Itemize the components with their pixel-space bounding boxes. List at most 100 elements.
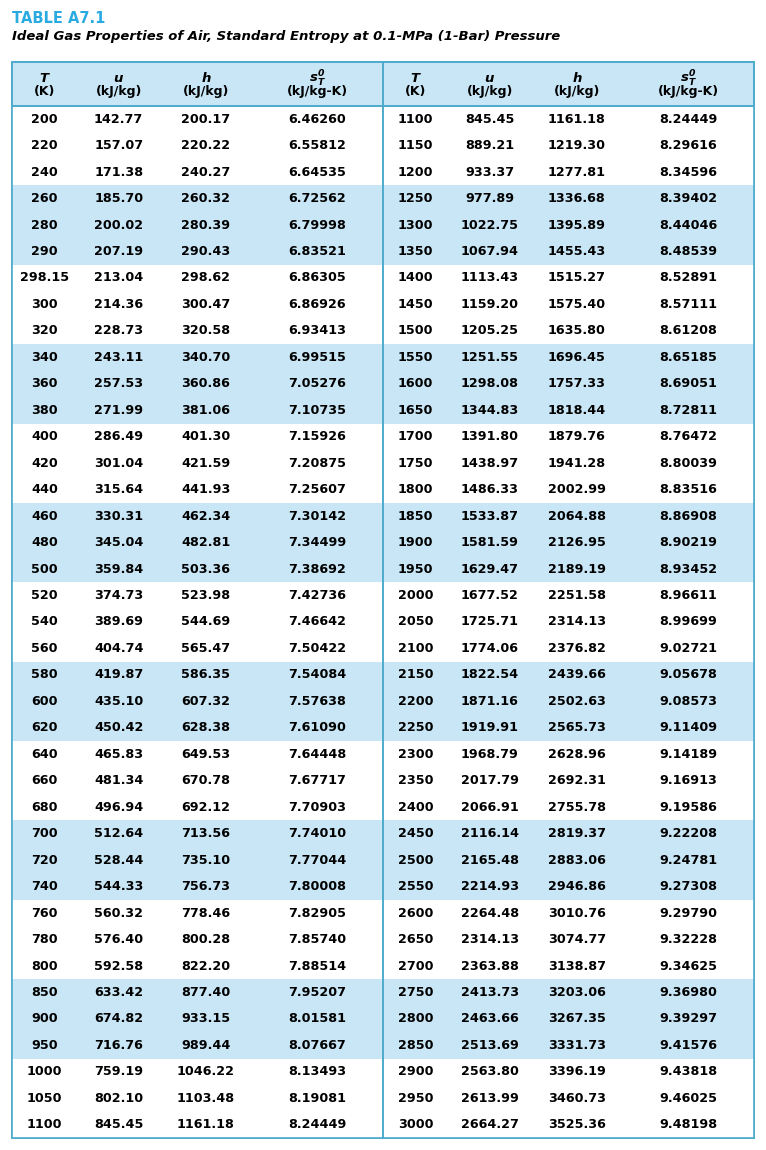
Text: 2363.88: 2363.88 — [460, 959, 519, 973]
Text: 2439.66: 2439.66 — [548, 668, 606, 682]
Text: 2502.63: 2502.63 — [548, 695, 606, 708]
Text: 7.88514: 7.88514 — [288, 959, 346, 973]
Text: 2950: 2950 — [398, 1091, 434, 1105]
Bar — [12, 661, 383, 688]
Text: 7.05276: 7.05276 — [288, 377, 346, 390]
Text: 315.64: 315.64 — [94, 483, 143, 496]
Text: 290: 290 — [31, 245, 57, 258]
Text: 2664.27: 2664.27 — [460, 1118, 519, 1132]
Text: 2463.66: 2463.66 — [461, 1012, 519, 1026]
Text: 6.64535: 6.64535 — [288, 166, 346, 178]
Text: 359.84: 359.84 — [94, 562, 143, 576]
Text: 1600: 1600 — [398, 377, 433, 390]
Text: 2800: 2800 — [398, 1012, 434, 1026]
Text: 1219.30: 1219.30 — [548, 139, 606, 152]
Text: 607.32: 607.32 — [182, 695, 231, 708]
Text: 213.04: 213.04 — [94, 271, 143, 284]
Text: 2064.88: 2064.88 — [548, 509, 606, 522]
Bar — [12, 793, 383, 820]
Text: 6.79998: 6.79998 — [288, 218, 346, 231]
Text: 540: 540 — [31, 615, 58, 629]
Text: 2600: 2600 — [398, 906, 433, 920]
Text: 481.34: 481.34 — [94, 774, 143, 788]
Text: 889.21: 889.21 — [465, 139, 514, 152]
Bar — [383, 555, 754, 582]
Text: 2066.91: 2066.91 — [461, 800, 519, 814]
Text: 7.20875: 7.20875 — [288, 457, 346, 469]
Text: 214.36: 214.36 — [94, 298, 143, 311]
Text: 1550: 1550 — [398, 351, 434, 363]
Text: 1700: 1700 — [398, 430, 434, 443]
Text: 674.82: 674.82 — [94, 1012, 143, 1026]
Text: 7.95207: 7.95207 — [288, 986, 346, 999]
Text: (kJ/kg-K): (kJ/kg-K) — [286, 85, 348, 99]
Bar — [383, 1086, 754, 1112]
Text: 1900: 1900 — [398, 536, 434, 549]
Text: 8.19081: 8.19081 — [288, 1091, 346, 1105]
Text: (kJ/kg): (kJ/kg) — [466, 85, 513, 99]
Bar — [12, 264, 383, 291]
Text: 528.44: 528.44 — [94, 853, 143, 867]
Text: 1300: 1300 — [398, 218, 434, 231]
Text: 8.76472: 8.76472 — [660, 430, 717, 443]
Text: 7.42736: 7.42736 — [288, 589, 346, 603]
Text: 2150: 2150 — [398, 668, 434, 682]
Bar — [12, 846, 383, 873]
Text: 2165.48: 2165.48 — [460, 853, 519, 867]
Bar — [12, 741, 383, 767]
Bar — [12, 582, 383, 608]
Bar — [12, 238, 383, 264]
Text: 950: 950 — [31, 1038, 57, 1052]
Text: 3396.19: 3396.19 — [548, 1065, 606, 1079]
Text: 1635.80: 1635.80 — [548, 324, 606, 337]
Text: 700: 700 — [31, 827, 57, 841]
Text: 8.57111: 8.57111 — [660, 298, 717, 311]
Text: 441.93: 441.93 — [182, 483, 231, 496]
Text: 2200: 2200 — [398, 695, 434, 708]
Text: 1650: 1650 — [398, 404, 433, 416]
Text: 1100: 1100 — [398, 113, 434, 125]
Text: 2500: 2500 — [398, 853, 434, 867]
Bar — [12, 503, 383, 529]
Text: 877.40: 877.40 — [182, 986, 231, 999]
Bar — [383, 688, 754, 714]
Text: 9.39297: 9.39297 — [660, 1012, 717, 1026]
Text: 9.46025: 9.46025 — [660, 1091, 717, 1105]
Text: 300.47: 300.47 — [182, 298, 231, 311]
Bar — [383, 741, 754, 767]
Text: 520: 520 — [31, 589, 57, 603]
Text: 1515.27: 1515.27 — [548, 271, 606, 284]
Text: 756.73: 756.73 — [182, 880, 231, 894]
Bar — [12, 317, 383, 344]
Text: 2126.95: 2126.95 — [548, 536, 606, 549]
Text: 157.07: 157.07 — [94, 139, 143, 152]
Bar — [383, 767, 754, 794]
Text: 220.22: 220.22 — [182, 139, 231, 152]
Bar — [383, 952, 754, 980]
Text: 9.27308: 9.27308 — [660, 880, 717, 894]
Text: 989.44: 989.44 — [182, 1038, 231, 1052]
Text: 301.04: 301.04 — [94, 457, 143, 469]
Text: 9.36980: 9.36980 — [660, 986, 717, 999]
Bar — [12, 980, 383, 1006]
Text: 580: 580 — [31, 668, 57, 682]
Text: 649.53: 649.53 — [182, 748, 231, 761]
Text: 8.44046: 8.44046 — [659, 218, 717, 231]
Text: 620: 620 — [31, 721, 57, 735]
Text: 1400: 1400 — [398, 271, 434, 284]
Text: 7.34499: 7.34499 — [288, 536, 346, 549]
Text: 496.94: 496.94 — [94, 800, 143, 814]
Bar — [12, 635, 383, 661]
Text: 7.85740: 7.85740 — [288, 933, 346, 946]
Text: 6.46260: 6.46260 — [288, 113, 346, 125]
Bar — [12, 132, 383, 159]
Text: 1533.87: 1533.87 — [460, 509, 519, 522]
Text: 7.10735: 7.10735 — [288, 404, 346, 416]
Text: 3074.77: 3074.77 — [548, 933, 606, 946]
Text: 523.98: 523.98 — [182, 589, 231, 603]
Text: (K): (K) — [34, 85, 55, 99]
Text: 1581.59: 1581.59 — [460, 536, 519, 549]
Text: 2819.37: 2819.37 — [548, 827, 606, 841]
Bar — [383, 264, 754, 291]
Text: 600: 600 — [31, 695, 57, 708]
